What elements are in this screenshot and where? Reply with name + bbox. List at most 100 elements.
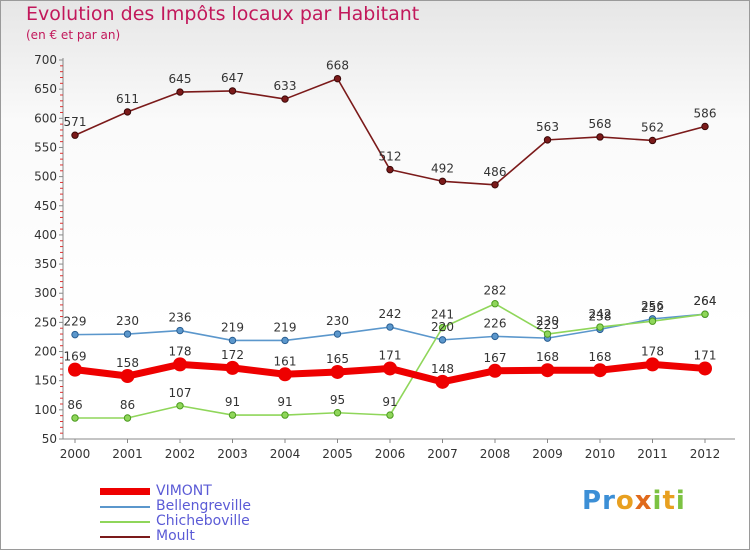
data-point-chicheboville: [71, 414, 79, 422]
legend-label: Bellengreville: [156, 498, 251, 514]
data-label-vimont: 171: [379, 348, 402, 362]
data-point-chicheboville: [438, 323, 447, 332]
data-label-moult: 611: [116, 92, 139, 106]
data-point-bellengreville: [333, 330, 342, 338]
data-point-moult: [596, 133, 604, 141]
data-label-vimont: 158: [116, 356, 139, 370]
data-point-moult: [491, 181, 499, 189]
data-label-bellengreville: 223: [536, 318, 559, 332]
data-point-vimont: [278, 367, 292, 382]
data-point-chicheboville: [228, 411, 237, 419]
y-tick-label: 650: [34, 82, 57, 96]
data-point-bellengreville: [228, 336, 237, 345]
data-label-chicheboville: 252: [641, 301, 664, 315]
chart-subtitle: (en € et par an): [26, 28, 121, 42]
x-tick-label: 2001: [112, 447, 143, 461]
data-label-chicheboville: 91: [382, 395, 397, 409]
data-point-moult: [123, 108, 132, 116]
data-label-bellengreville: 219: [274, 320, 297, 334]
data-point-vimont: [593, 363, 607, 378]
data-point-chicheboville: [596, 323, 604, 331]
x-tick-label: 2010: [585, 447, 616, 461]
data-point-chicheboville: [491, 300, 499, 308]
data-label-vimont: 167: [484, 351, 507, 365]
data-label-bellengreville: 236: [169, 311, 192, 325]
data-label-vimont: 171: [694, 348, 717, 362]
y-tick-label: 500: [34, 170, 57, 184]
data-label-vimont: 148: [431, 362, 454, 376]
data-label-chicheboville: 107: [169, 386, 192, 400]
data-point-vimont: [120, 369, 135, 384]
x-tick-label: 2012: [690, 447, 721, 461]
y-tick-label: 450: [34, 199, 57, 213]
data-label-moult: 633: [274, 79, 297, 93]
chart-title: Evolution des Impôts locaux par Habitant: [26, 3, 420, 25]
data-label-chicheboville: 230: [536, 314, 559, 328]
data-label-vimont: 165: [326, 352, 349, 366]
y-tick-label: 400: [34, 228, 57, 242]
x-tick-label: 2004: [270, 447, 301, 461]
x-tick-label: 2005: [322, 447, 353, 461]
data-point-bellengreville: [281, 336, 289, 345]
data-point-vimont: [383, 361, 397, 376]
legend-swatch: [100, 488, 150, 495]
data-label-chicheboville: 86: [67, 398, 82, 412]
x-tick-label: 2009: [532, 447, 563, 461]
y-tick-label: 50: [42, 432, 57, 446]
data-label-moult: 562: [641, 120, 664, 134]
data-point-vimont: [540, 363, 555, 378]
y-tick-label: 200: [34, 345, 57, 359]
data-point-moult: [386, 165, 394, 174]
legend-label: Chicheboville: [156, 513, 250, 529]
data-label-vimont: 178: [641, 344, 664, 358]
x-tick-label: 2011: [637, 447, 668, 461]
data-label-moult: 568: [589, 117, 612, 131]
x-tick-label: 2007: [427, 447, 458, 461]
data-point-chicheboville: [701, 310, 709, 318]
data-label-chicheboville: 282: [484, 284, 507, 298]
data-point-moult: [71, 131, 79, 139]
data-point-vimont: [435, 374, 450, 389]
data-point-bellengreville: [71, 330, 79, 339]
data-label-vimont: 169: [64, 350, 87, 364]
series-layer: [68, 74, 712, 422]
data-point-chicheboville: [123, 414, 132, 422]
legend-swatch: [100, 536, 150, 538]
data-point-chicheboville: [281, 411, 289, 419]
y-tick-label: 350: [34, 257, 57, 271]
data-label-bellengreville: 220: [431, 320, 454, 334]
data-point-moult: [648, 136, 657, 145]
data-label-chicheboville: 95: [330, 393, 345, 407]
data-point-vimont: [330, 364, 345, 379]
data-label-chicheboville: 264: [694, 294, 717, 308]
data-point-bellengreville: [176, 326, 184, 335]
data-point-bellengreville: [491, 332, 499, 341]
data-label-vimont: 168: [589, 350, 612, 364]
data-point-chicheboville: [333, 409, 342, 417]
data-label-moult: 586: [694, 106, 717, 120]
data-point-moult: [176, 88, 184, 96]
data-label-moult: 647: [221, 71, 244, 85]
data-label-moult: 668: [326, 59, 349, 73]
data-point-chicheboville: [543, 330, 552, 338]
data-label-bellengreville: 219: [221, 320, 244, 334]
x-tick-label: 2008: [480, 447, 511, 461]
data-label-moult: 571: [64, 115, 87, 129]
legend-label: VIMONT: [156, 483, 212, 499]
data-labels: 571 611 645 647 633 668 512 492 486 563 568 562 586 2…: [64, 59, 717, 412]
data-label-vimont: 161: [274, 354, 297, 368]
y-tick-label: 300: [34, 286, 57, 300]
data-label-chicheboville: 241: [431, 308, 454, 322]
data-label-bellengreville: 264: [694, 294, 717, 308]
data-point-vimont: [225, 360, 240, 375]
data-point-bellengreville: [386, 323, 394, 331]
legend-swatch: [100, 521, 150, 523]
data-label-moult: 492: [431, 161, 454, 175]
data-label-chicheboville: 91: [225, 395, 240, 409]
x-tick-label: 2000: [60, 447, 91, 461]
data-label-moult: 486: [484, 165, 507, 179]
y-tick-label: 100: [34, 403, 57, 417]
data-label-bellengreville: 226: [484, 316, 507, 330]
data-point-bellengreville: [438, 336, 447, 344]
